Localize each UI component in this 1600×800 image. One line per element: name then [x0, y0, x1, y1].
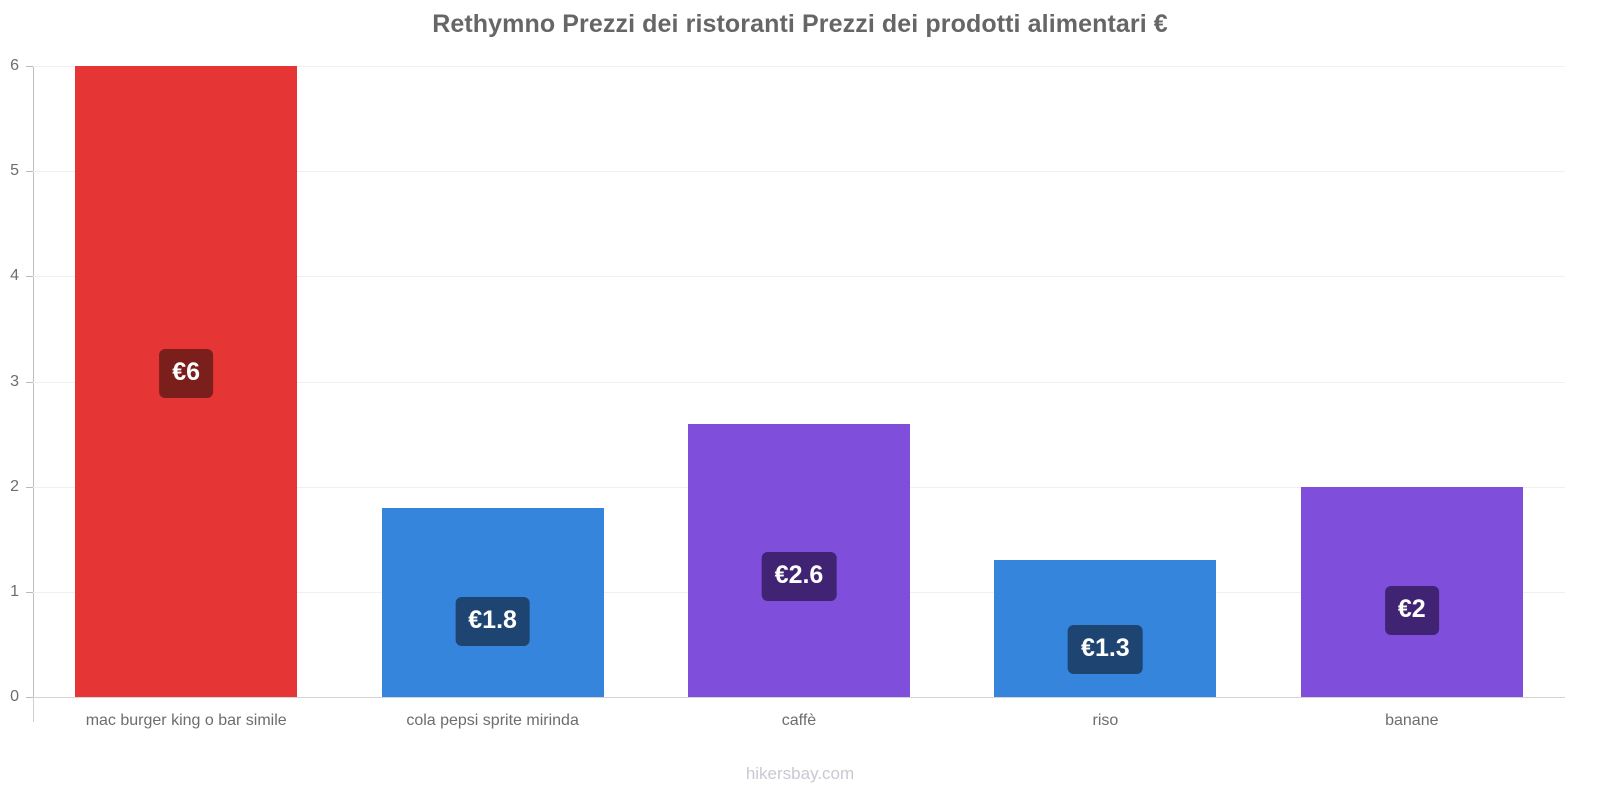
- bar-value-label: €1.8: [455, 596, 530, 646]
- y-axis-tick-label: 1: [10, 582, 19, 600]
- y-axis-tick-mark: [26, 486, 33, 488]
- y-axis-tick-label: 3: [10, 372, 19, 390]
- y-axis-tick-label: 5: [10, 162, 19, 180]
- y-axis-tick-mark: [26, 276, 33, 278]
- y-axis-tick-label: 6: [10, 57, 19, 74]
- y-axis-tick-mark: [26, 66, 33, 67]
- y-axis-tick-label: 0: [10, 688, 19, 705]
- x-axis-tick-label: mac burger king o bar simile: [85, 712, 287, 729]
- plot-area: 0 1 2 3 4 5 6 €6 €1.8 €2.6 €1.3 €2: [10, 58, 1565, 705]
- y-axis-spine: [33, 66, 34, 699]
- y-axis-tick-mark: [26, 697, 33, 698]
- y-axis-tick-mark: [26, 591, 33, 593]
- x-axis-tick-label: banane: [1385, 712, 1439, 729]
- y-axis-tick-label: 2: [10, 477, 19, 495]
- bar[interactable]: €2: [1300, 486, 1523, 697]
- y-axis-spine-tail: [33, 697, 34, 722]
- gridline: [33, 697, 1565, 698]
- bar[interactable]: €2.6: [688, 423, 910, 697]
- gridline: [33, 66, 1565, 67]
- bar[interactable]: €6: [75, 66, 298, 697]
- bar[interactable]: €1.3: [994, 560, 1217, 697]
- gridline: [33, 381, 1565, 383]
- gridline: [33, 171, 1565, 173]
- y-axis-tick-mark: [26, 171, 33, 173]
- bar-value-label: €2.6: [761, 552, 837, 602]
- x-axis-tick-label: riso: [1092, 712, 1119, 729]
- x-axis-tick-label: caffè: [781, 712, 817, 729]
- chart-title: Rethymno Prezzi dei ristoranti Prezzi de…: [432, 10, 1168, 38]
- y-axis-tick-mark: [26, 381, 33, 383]
- watermark: hikersbay.com: [745, 764, 855, 783]
- bar-value-label: €2: [1384, 585, 1439, 635]
- bar-value-label: €1.3: [1068, 624, 1143, 674]
- gridline: [33, 276, 1565, 278]
- x-axis-tick-label: cola pepsi sprite mirinda: [406, 712, 579, 729]
- y-axis-tick-label: 4: [10, 267, 19, 285]
- bar[interactable]: €1.8: [381, 507, 604, 697]
- bar-value-label: €6: [159, 349, 214, 398]
